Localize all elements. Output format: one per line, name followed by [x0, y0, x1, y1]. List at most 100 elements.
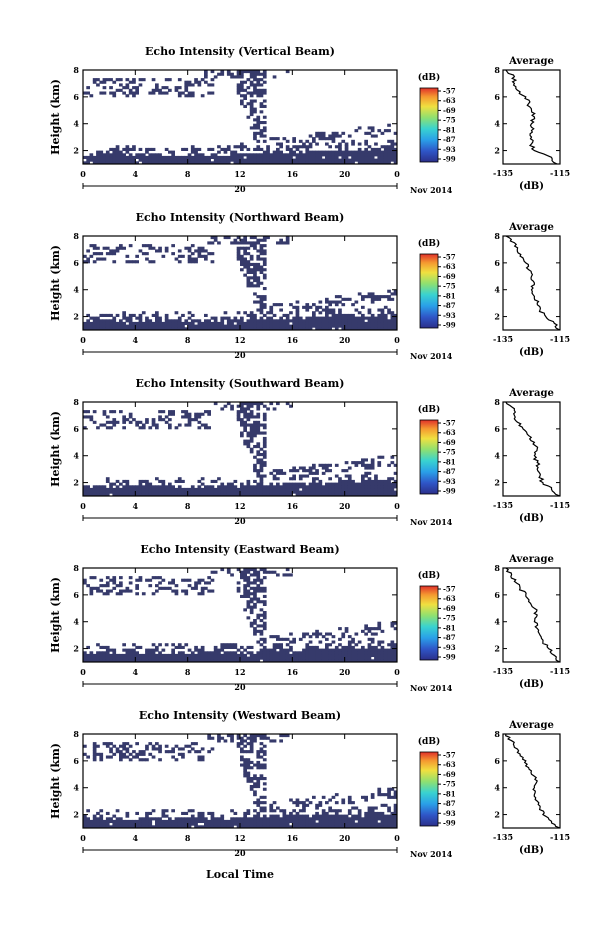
- echo-cell: [230, 643, 234, 647]
- echo-cell: [361, 458, 365, 462]
- colorbar-tick-label: -81: [443, 125, 456, 134]
- echo-cell: [243, 573, 247, 577]
- echo-cell: [285, 147, 290, 151]
- echo-cell: [240, 153, 244, 157]
- echo-cell: [233, 327, 238, 331]
- echo-cell: [109, 252, 113, 256]
- echo-cell: [243, 407, 247, 411]
- echo-cell: [266, 153, 270, 157]
- echo-cell: [305, 656, 310, 660]
- echo-cell: [243, 104, 247, 108]
- echo-cell: [138, 158, 143, 162]
- echo-cell: [187, 249, 192, 253]
- echo-cell: [112, 155, 117, 159]
- echo-cell: [220, 659, 225, 663]
- echo-cell: [256, 404, 261, 408]
- echo-cell: [112, 487, 117, 491]
- echo-cell: [393, 817, 398, 821]
- echo-cell: [370, 485, 375, 489]
- echo-cell: [383, 487, 388, 491]
- echo-cell: [308, 640, 313, 644]
- echo-cell: [383, 161, 388, 165]
- echo-cell: [197, 252, 202, 256]
- echo-cell: [249, 819, 254, 823]
- echo-cell: [155, 319, 159, 323]
- echo-cell: [259, 161, 264, 165]
- echo-cell: [210, 83, 215, 87]
- echo-cell: [92, 80, 97, 84]
- echo-cell: [181, 327, 185, 331]
- echo-cell: [305, 308, 310, 312]
- echo-cell: [190, 252, 195, 256]
- echo-cell: [325, 487, 329, 491]
- echo-cell: [328, 308, 332, 312]
- echo-cell: [318, 825, 323, 829]
- y-axis-label: Height (km): [49, 411, 62, 487]
- echo-cell: [119, 158, 123, 162]
- echo-cell: [181, 578, 185, 582]
- echo-cell: [325, 817, 329, 821]
- echo-cell: [96, 643, 100, 647]
- echo-cell: [240, 651, 244, 655]
- echo-cell: [220, 736, 225, 740]
- echo-cell: [374, 316, 378, 320]
- echo-cell: [331, 319, 336, 323]
- echo-cell: [295, 316, 300, 320]
- echo-cell: [364, 659, 368, 663]
- echo-cell: [321, 493, 326, 497]
- echo-cell: [377, 153, 382, 157]
- echo-cell: [112, 321, 117, 325]
- panel-0: Echo Intensity (Vertical Beam)Height (km…: [49, 45, 570, 195]
- echo-cell: [115, 487, 120, 491]
- echo-cell: [236, 158, 241, 162]
- echo-cell: [338, 825, 342, 829]
- echo-cell: [223, 822, 228, 826]
- echo-cell: [262, 134, 267, 138]
- echo-cell: [302, 324, 306, 328]
- echo-cell: [240, 594, 244, 598]
- x-tick-label: 4: [133, 667, 139, 677]
- echo-cell: [243, 817, 247, 821]
- echo-cell: [119, 755, 123, 759]
- echo-cell: [158, 493, 162, 497]
- echo-cell: [102, 493, 107, 497]
- echo-cell: [354, 643, 359, 647]
- echo-cell: [240, 238, 244, 242]
- echo-cell: [269, 809, 274, 813]
- echo-cell: [383, 819, 388, 823]
- echo-cell: [83, 493, 87, 497]
- echo-cell: [220, 319, 225, 323]
- echo-cell: [331, 795, 336, 799]
- echo-cell: [331, 819, 336, 823]
- echo-cell: [393, 627, 398, 631]
- echo-cell: [148, 656, 153, 660]
- echo-cell: [194, 412, 198, 416]
- echo-cell: [347, 811, 352, 815]
- echo-cell: [344, 479, 349, 483]
- echo-cell: [344, 822, 349, 826]
- echo-cell: [367, 308, 372, 312]
- echo-cell: [155, 487, 159, 491]
- echo-cell: [354, 656, 359, 660]
- echo-cell: [383, 158, 388, 162]
- echo-cell: [168, 426, 172, 430]
- echo-cell: [276, 659, 280, 663]
- echo-cell: [315, 477, 319, 481]
- echo-cell: [276, 806, 280, 810]
- echo-cell: [253, 110, 257, 114]
- profile-line: [505, 69, 558, 165]
- echo-cell: [210, 656, 215, 660]
- x-tick-label: 8: [185, 335, 191, 345]
- echo-cell: [289, 493, 293, 497]
- echo-cell: [262, 260, 267, 264]
- echo-cell: [380, 648, 385, 652]
- echo-cell: [204, 321, 208, 325]
- echo-cell: [210, 487, 215, 491]
- echo-cell: [377, 479, 382, 483]
- echo-cell: [83, 327, 87, 331]
- echo-cell: [184, 643, 189, 647]
- echo-cell: [204, 817, 208, 821]
- echo-cell: [390, 822, 395, 826]
- echo-cell: [236, 410, 241, 414]
- echo-cell: [230, 653, 234, 657]
